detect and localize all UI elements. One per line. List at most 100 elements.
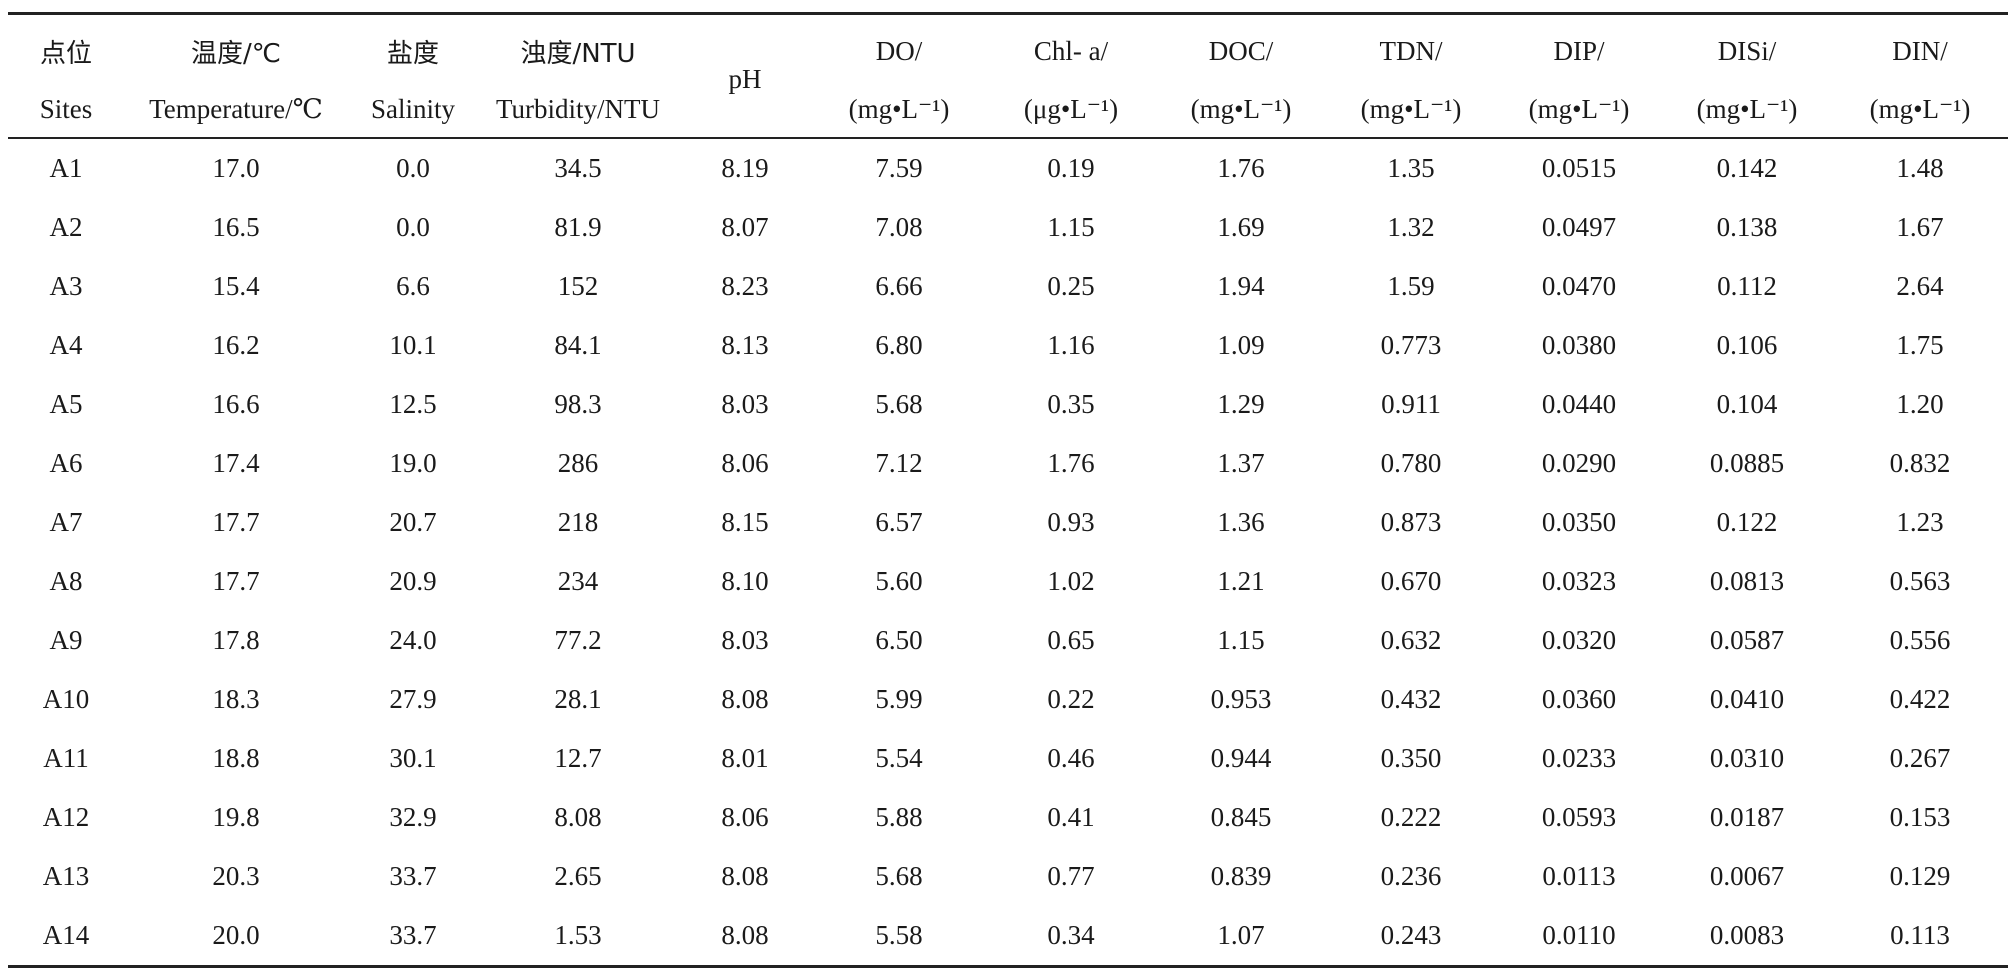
table-body: A1 17.0 0.0 34.5 8.19 7.59 0.19 1.76 1.35 0.0515 0… [8, 138, 2008, 968]
cell-do: 7.08 [875, 212, 923, 242]
cell-din: 1.20 [1896, 389, 1944, 419]
table-row: A5 16.6 12.5 98.3 8.03 5.68 0.35 1.29 0.911 0.044… [8, 375, 2008, 434]
cell-din: 0.113 [1832, 906, 2008, 968]
cell-temperature: 16.5 [212, 212, 260, 242]
cell-disi: 0.0410 [1709, 684, 1785, 714]
header-sites-zh: 点位 [8, 12, 124, 81]
cell-dip: 0.0350 [1541, 507, 1617, 537]
cell-site: A2 [49, 212, 83, 242]
cell-doc: 1.76 [1217, 153, 1265, 183]
cell-turbidity: 34.5 [554, 153, 602, 183]
cell-do: 6.57 [875, 507, 923, 537]
cell-tdn: 0.873 [1380, 507, 1442, 537]
cell-doc: 1.21 [1217, 566, 1265, 596]
cell-dip: 0.0290 [1541, 448, 1617, 478]
cell-din: 0.267 [1889, 743, 1951, 773]
water-quality-table: 点位 温度/℃ 盐度 浊度/NTU pH DO/ Chl- a/ DOC/ TD… [8, 12, 2008, 968]
cell-temperature: 19.8 [212, 802, 260, 832]
cell-doc: 0.953 [1210, 684, 1272, 714]
cell-salinity: 27.9 [389, 684, 437, 714]
cell-temperature: 16.6 [212, 389, 260, 419]
cell-turbidity: 1.53 [478, 906, 678, 968]
cell-ph: 8.19 [721, 153, 769, 183]
cell-doc: 1.09 [1217, 330, 1265, 360]
cell-temperature: 17.7 [212, 507, 260, 537]
cell-chl-a: 0.93 [1047, 507, 1095, 537]
cell-tdn: 0.432 [1380, 684, 1442, 714]
table-row: A1 17.0 0.0 34.5 8.19 7.59 0.19 1.76 1.35 0.0515 0… [8, 138, 2008, 198]
header-disi: DISi/ [1662, 12, 1832, 81]
header-turbidity-en: Turbidity/NTU [478, 81, 678, 139]
cell-dip: 0.0233 [1541, 743, 1617, 773]
cell-chl-a: 1.16 [1047, 330, 1095, 360]
cell-turbidity: 81.9 [554, 212, 602, 242]
table-row: A11 18.8 30.1 12.7 8.01 5.54 0.46 0.944 0.350 0.0… [8, 729, 2008, 788]
cell-doc: 1.94 [1217, 271, 1265, 301]
header-dip: DIP/ [1496, 12, 1662, 81]
cell-temperature: 20.0 [124, 906, 348, 968]
cell-chl-a: 0.34 [986, 906, 1156, 968]
cell-dip: 0.0323 [1541, 566, 1617, 596]
cell-turbidity: 2.65 [554, 861, 602, 891]
cell-ph: 8.15 [721, 507, 769, 537]
cell-disi: 0.0067 [1709, 861, 1785, 891]
cell-site: A4 [49, 330, 83, 360]
header-temperature-zh: 温度/℃ [124, 12, 348, 81]
cell-din: 0.129 [1889, 861, 1951, 891]
cell-salinity: 10.1 [389, 330, 437, 360]
table-row: A9 17.8 24.0 77.2 8.03 6.50 0.65 1.15 0.632 0.032… [8, 611, 2008, 670]
cell-do: 6.80 [875, 330, 923, 360]
cell-dip: 0.0110 [1496, 906, 1662, 968]
cell-site: A10 [42, 684, 90, 714]
cell-chl-a: 1.02 [1047, 566, 1095, 596]
header-temperature-en: Temperature/℃ [124, 81, 348, 139]
cell-ph: 8.08 [721, 861, 769, 891]
header-dip-unit: (mg•L⁻¹) [1496, 81, 1662, 139]
cell-din: 1.67 [1896, 212, 1944, 242]
cell-ph: 8.01 [721, 743, 769, 773]
cell-tdn: 0.911 [1381, 389, 1441, 419]
cell-disi: 0.0187 [1709, 802, 1785, 832]
cell-doc: 1.36 [1217, 507, 1265, 537]
cell-turbidity: 84.1 [554, 330, 602, 360]
cell-temperature: 17.7 [212, 566, 260, 596]
cell-tdn: 0.670 [1380, 566, 1442, 596]
cell-do: 6.50 [875, 625, 923, 655]
cell-dip: 0.0320 [1541, 625, 1617, 655]
cell-chl-a: 0.22 [1047, 684, 1095, 714]
cell-chl-a: 1.15 [1047, 212, 1095, 242]
cell-salinity: 32.9 [389, 802, 437, 832]
cell-salinity: 0.0 [396, 212, 430, 242]
cell-chl-a: 0.19 [1047, 153, 1095, 183]
cell-dip: 0.0113 [1542, 861, 1616, 891]
cell-do: 6.66 [875, 271, 923, 301]
header-row-top: 点位 温度/℃ 盐度 浊度/NTU pH DO/ Chl- a/ DOC/ TD… [8, 12, 2008, 139]
cell-doc: 1.15 [1217, 625, 1265, 655]
cell-doc: 0.845 [1210, 802, 1272, 832]
cell-site: A6 [49, 448, 83, 478]
cell-dip: 0.0497 [1541, 212, 1617, 242]
table-row: A8 17.7 20.9 234 8.10 5.60 1.02 1.21 0.670 0.0323… [8, 552, 2008, 611]
header-row-bottom: Sites Temperature/℃ Salinity Turbidity/N… [8, 81, 2008, 139]
cell-site: A7 [49, 507, 83, 537]
cell-disi: 0.0587 [1709, 625, 1785, 655]
cell-ph: 8.08 [678, 906, 812, 968]
cell-dip: 0.0440 [1541, 389, 1617, 419]
cell-dip: 0.0515 [1541, 153, 1617, 183]
header-sites-en: Sites [8, 81, 124, 139]
cell-do: 5.58 [812, 906, 986, 968]
cell-turbidity: 98.3 [554, 389, 602, 419]
cell-salinity: 6.6 [396, 271, 430, 301]
cell-do: 7.12 [875, 448, 923, 478]
table-row: A6 17.4 19.0 286 8.06 7.12 1.76 1.37 0.780 0.0290… [8, 434, 2008, 493]
cell-doc: 1.29 [1217, 389, 1265, 419]
cell-doc: 0.839 [1210, 861, 1272, 891]
header-din: DIN/ [1832, 12, 2008, 81]
header-tdn: TDN/ [1326, 12, 1496, 81]
cell-turbidity: 218 [557, 507, 599, 537]
cell-do: 5.68 [875, 389, 923, 419]
cell-dip: 0.0593 [1541, 802, 1617, 832]
header-chl-a: Chl- a/ [986, 12, 1156, 81]
header-chl-a-unit: (μg•L⁻¹) [986, 81, 1156, 139]
